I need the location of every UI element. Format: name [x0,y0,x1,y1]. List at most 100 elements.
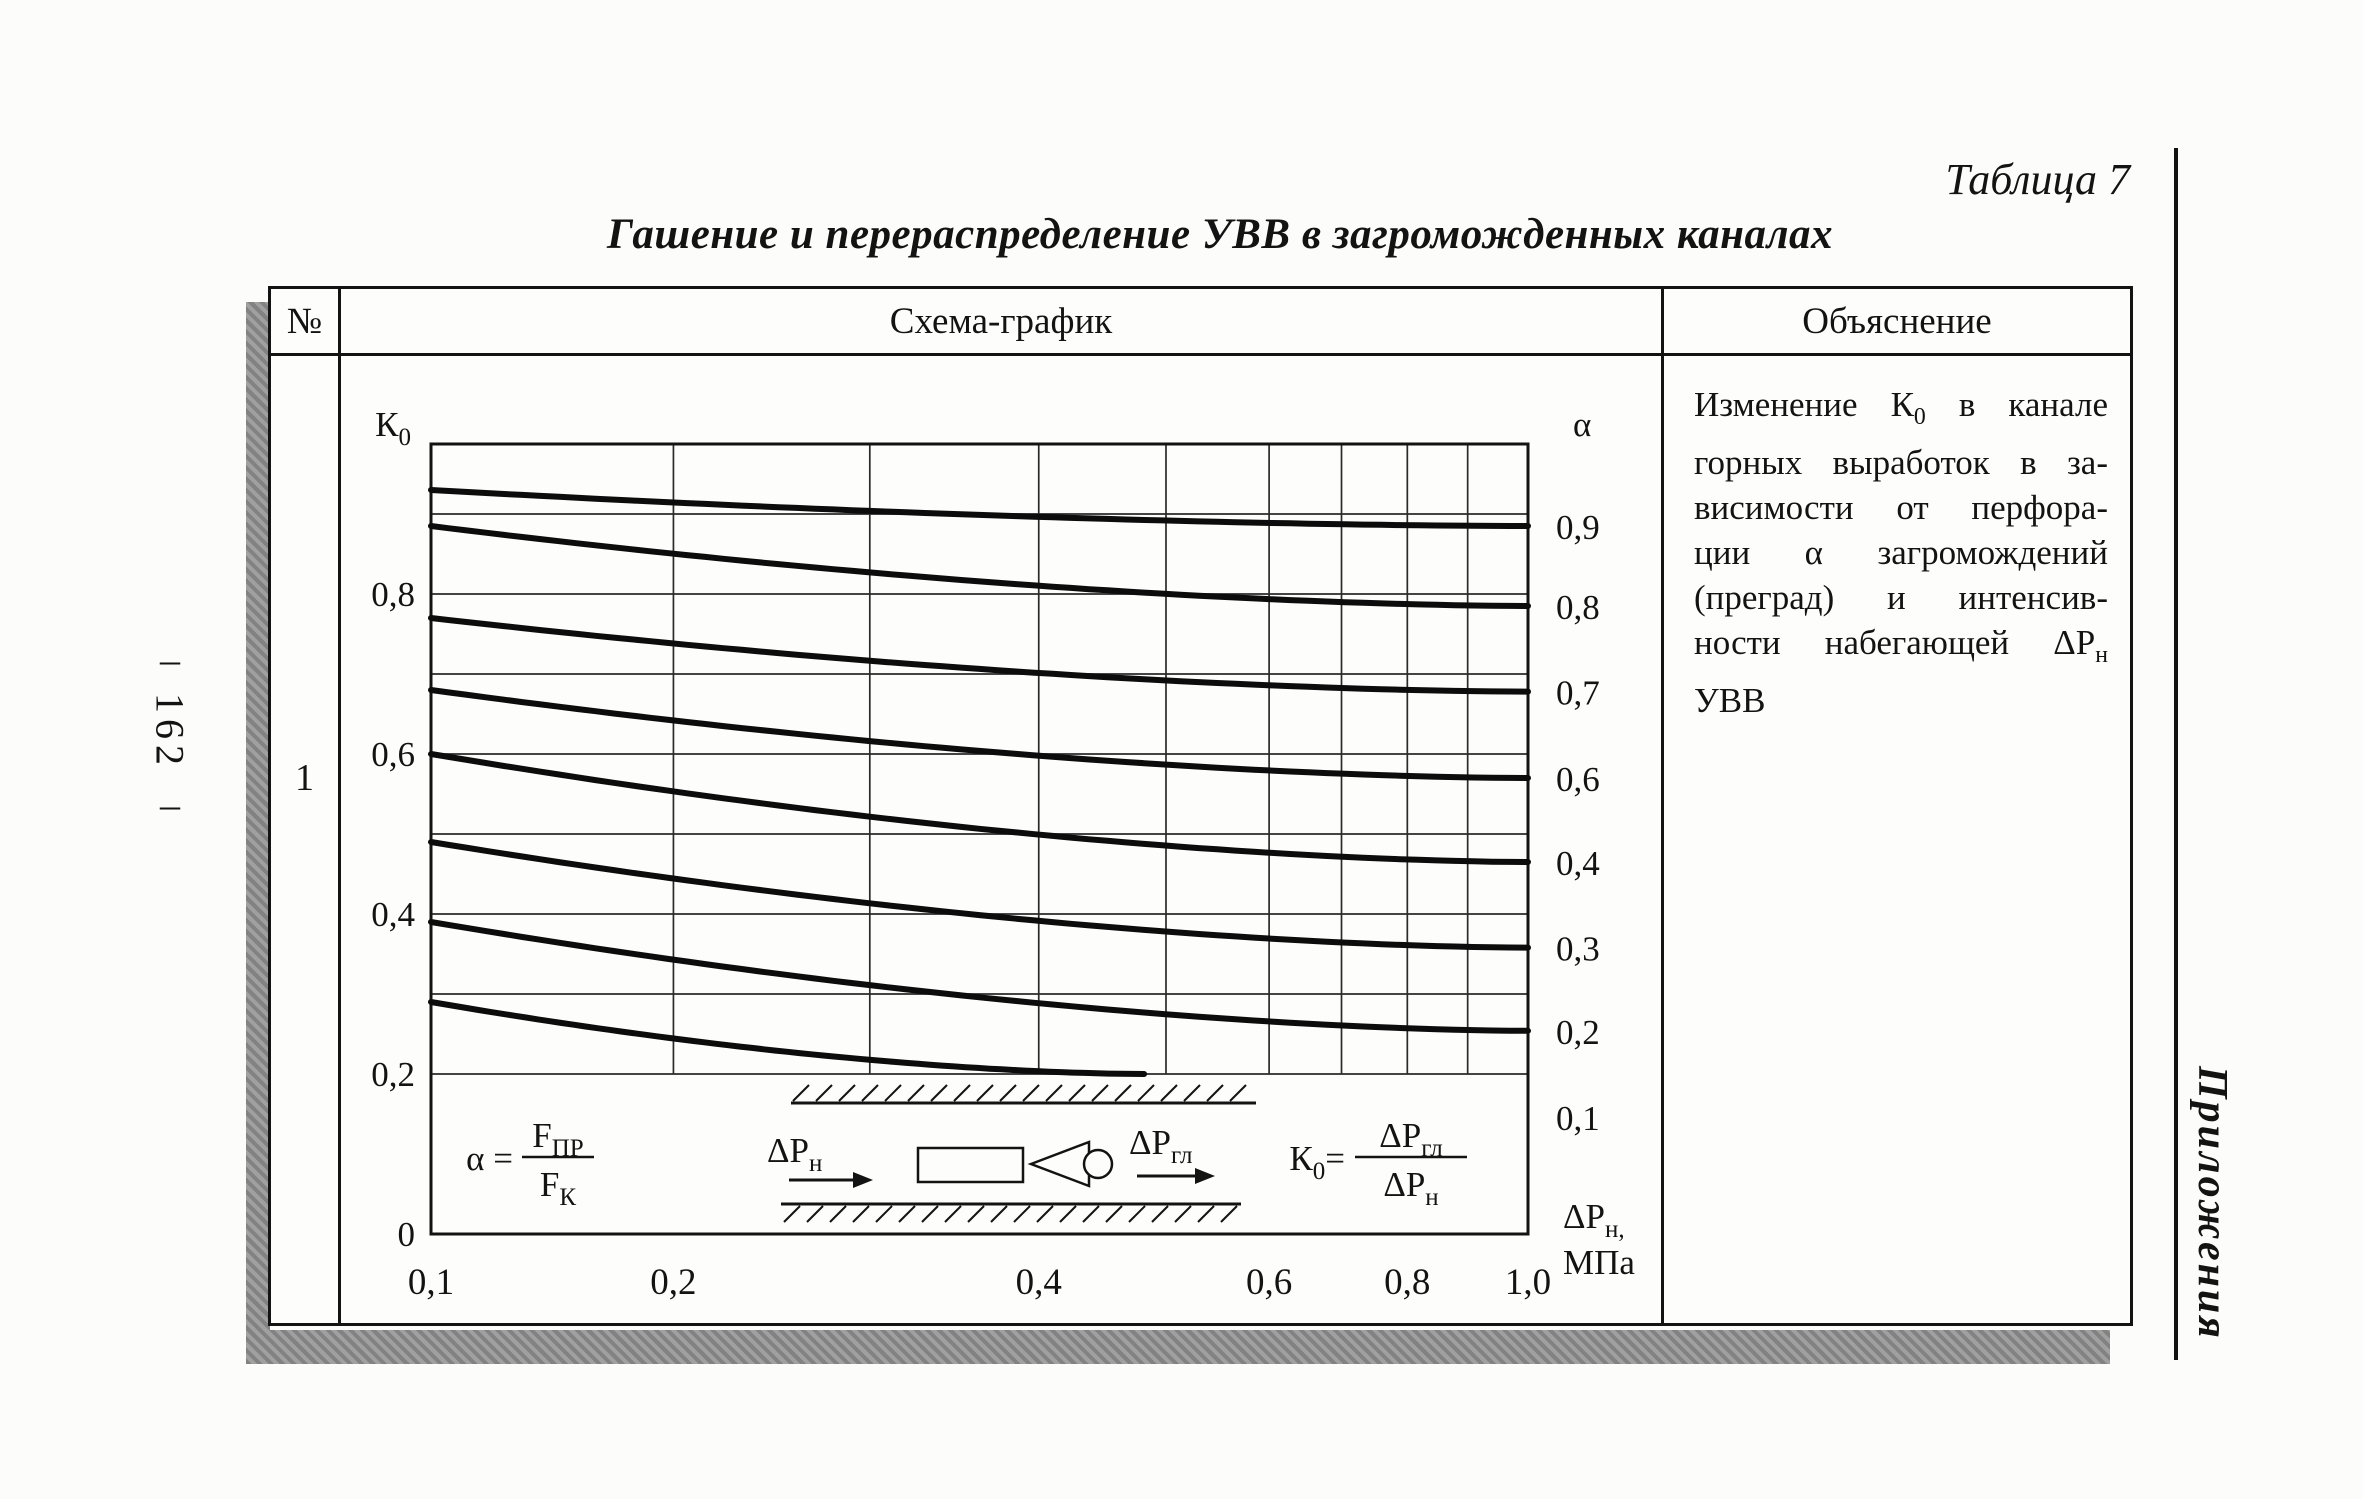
outflow-pressure-label: ΔРгл [1129,1123,1192,1169]
curve-alpha-0,1 [428,999,1148,1077]
table-caption: Таблица 7 [1945,155,2130,204]
header-cell-explanation: Объяснение [1664,289,2130,356]
curve-label-alpha: 0,9 [1556,508,1600,547]
main-table: № Схема-график Объяснение 1 0,1 0,2 0,4 0,6… [268,286,2133,1326]
y-tick-label: 0,8 [371,575,415,614]
hatch-stroke [1137,1084,1155,1102]
hatch-stroke [967,1205,985,1223]
hatch-stroke [852,1205,870,1223]
hatch-stroke [944,1205,962,1223]
hatch-stroke [875,1205,893,1223]
page-number-dash: – [160,637,180,682]
obstruction-block [916,1146,1025,1184]
x-tick-label: 1,0 [1505,1262,1551,1303]
hatch-stroke [884,1084,902,1102]
scheme-graph-cell: 0,1 0,2 0,4 0,6 0,8 1,0 0,8 0,6 0,4 0,2 0 0,9 0,8 0,7… [341,356,1664,1323]
hatch-stroke [1220,1205,1238,1223]
hatch-stroke [1036,1205,1054,1223]
explanation-line: ции α загромождений [1694,533,2108,572]
hatch-stroke [1091,1084,1109,1102]
hatch-stroke [953,1084,971,1102]
explanation-line: висимости от перфора- [1694,488,2108,527]
y-tick-label: 0,2 [371,1055,415,1094]
alpha-formula: α = FПР FК [466,1116,594,1211]
hatch-stroke [838,1084,856,1102]
hatch-stroke [1013,1205,1031,1223]
plot-border [429,442,1530,1236]
x-tick-label: 0,2 [650,1262,696,1303]
y-tick-label: 0,4 [371,895,415,934]
hatch-stroke [1183,1084,1201,1102]
curve-alpha-0,9 [428,487,1531,529]
k0-formula: К0= ΔРгл ΔРн [1289,1116,1467,1211]
hatch-stroke [1059,1205,1077,1223]
curve-alpha-0,2 [428,919,1531,1034]
y-tick-label: 0,6 [371,735,415,774]
header-cell-number: № [271,289,341,356]
hatch-stroke [1229,1084,1247,1102]
row-number-cell: 1 [271,356,341,1323]
hatch-stroke [1082,1205,1100,1223]
hatch-stroke [1128,1205,1146,1223]
hatch-stroke [976,1084,994,1102]
hatch-stroke [921,1205,939,1223]
scan-shadow-bottom [246,1330,2110,1364]
explanation-line: УВВ [1694,681,1766,720]
header-cell-scheme: Схема-график [341,289,1664,356]
curve-label-alpha: 0,7 [1556,674,1600,713]
page-number-dash: – [160,782,180,827]
page-number-value: 162 [147,693,193,771]
hatch-stroke [783,1205,801,1223]
hatch-stroke [1114,1084,1132,1102]
explanation-line: (преград) и интенсив- [1694,578,2108,617]
curve-alpha-0,3 [428,839,1531,951]
hatch-stroke [1174,1205,1192,1223]
explanation-line: Изменение К0 в канале [1694,385,2108,430]
channel-schematic: ΔРн ΔРгл [767,1084,1256,1223]
curve-alpha-0,8 [428,523,1531,609]
x-tick-label: 0,4 [1016,1262,1062,1303]
k0-formula-lhs: К0= [1289,1139,1345,1185]
explanation-line: горных выработок в за- [1694,443,2108,482]
hatch-stroke [806,1205,824,1223]
hatch-stroke [1068,1084,1086,1102]
hatch-stroke [1197,1205,1215,1223]
page-number: – 162 – [144,636,196,828]
x-tick-label: 0,1 [408,1262,454,1303]
chart-annotations: К0 α ΔРн, МПа ΔРн ΔРгл [375,405,1635,1282]
appendix-margin-label: Приложения [2189,1066,2235,1341]
hatch-stroke [1206,1084,1224,1102]
curve-label-alpha: 0,1 [1556,1099,1600,1138]
right-axis-title: α [1573,405,1591,444]
inflow-arrowhead [853,1172,873,1188]
curve-label-alpha: 0,8 [1556,588,1600,627]
curve-label-alpha: 0,3 [1556,930,1600,969]
hatch-stroke [907,1084,925,1102]
hatch-stroke [815,1084,833,1102]
hatch-stroke [829,1205,847,1223]
curve-alpha-0,7 [428,615,1531,695]
alpha-formula-lhs: α = [466,1139,513,1178]
outflow-arrowhead [1195,1168,1215,1184]
cone-base-circle [1082,1148,1114,1180]
x-axis-unit: ΔРн, [1563,1197,1625,1243]
page-margin-rule [2174,148,2178,1360]
scan-shadow-left [246,302,270,1364]
x-tick-label: 0,8 [1384,1262,1430,1303]
left-axis-title: К0 [375,405,411,451]
cone-shape [1027,1140,1091,1188]
curve-alpha-0,4 [428,751,1531,865]
hatch-stroke [1045,1084,1063,1102]
x-tick-label: 0,6 [1246,1262,1292,1303]
hatch-stroke [792,1084,810,1102]
k0-alpha-chart: 0,1 0,2 0,4 0,6 0,8 1,0 0,8 0,6 0,4 0,2 0 0,9 0,8 0,7… [371,405,1635,1303]
wall-hatching [783,1084,1247,1223]
hatch-stroke [1151,1205,1169,1223]
hatch-stroke [1105,1205,1123,1223]
alpha-formula-denominator: FК [540,1165,576,1211]
explanation-cell: Изменение К0 в канале горных выработок в… [1664,356,2130,1323]
inflow-pressure-label: ΔРн [767,1131,822,1177]
y-tick-label: 0 [398,1215,416,1254]
k0-formula-denominator: ΔРн [1383,1165,1438,1211]
